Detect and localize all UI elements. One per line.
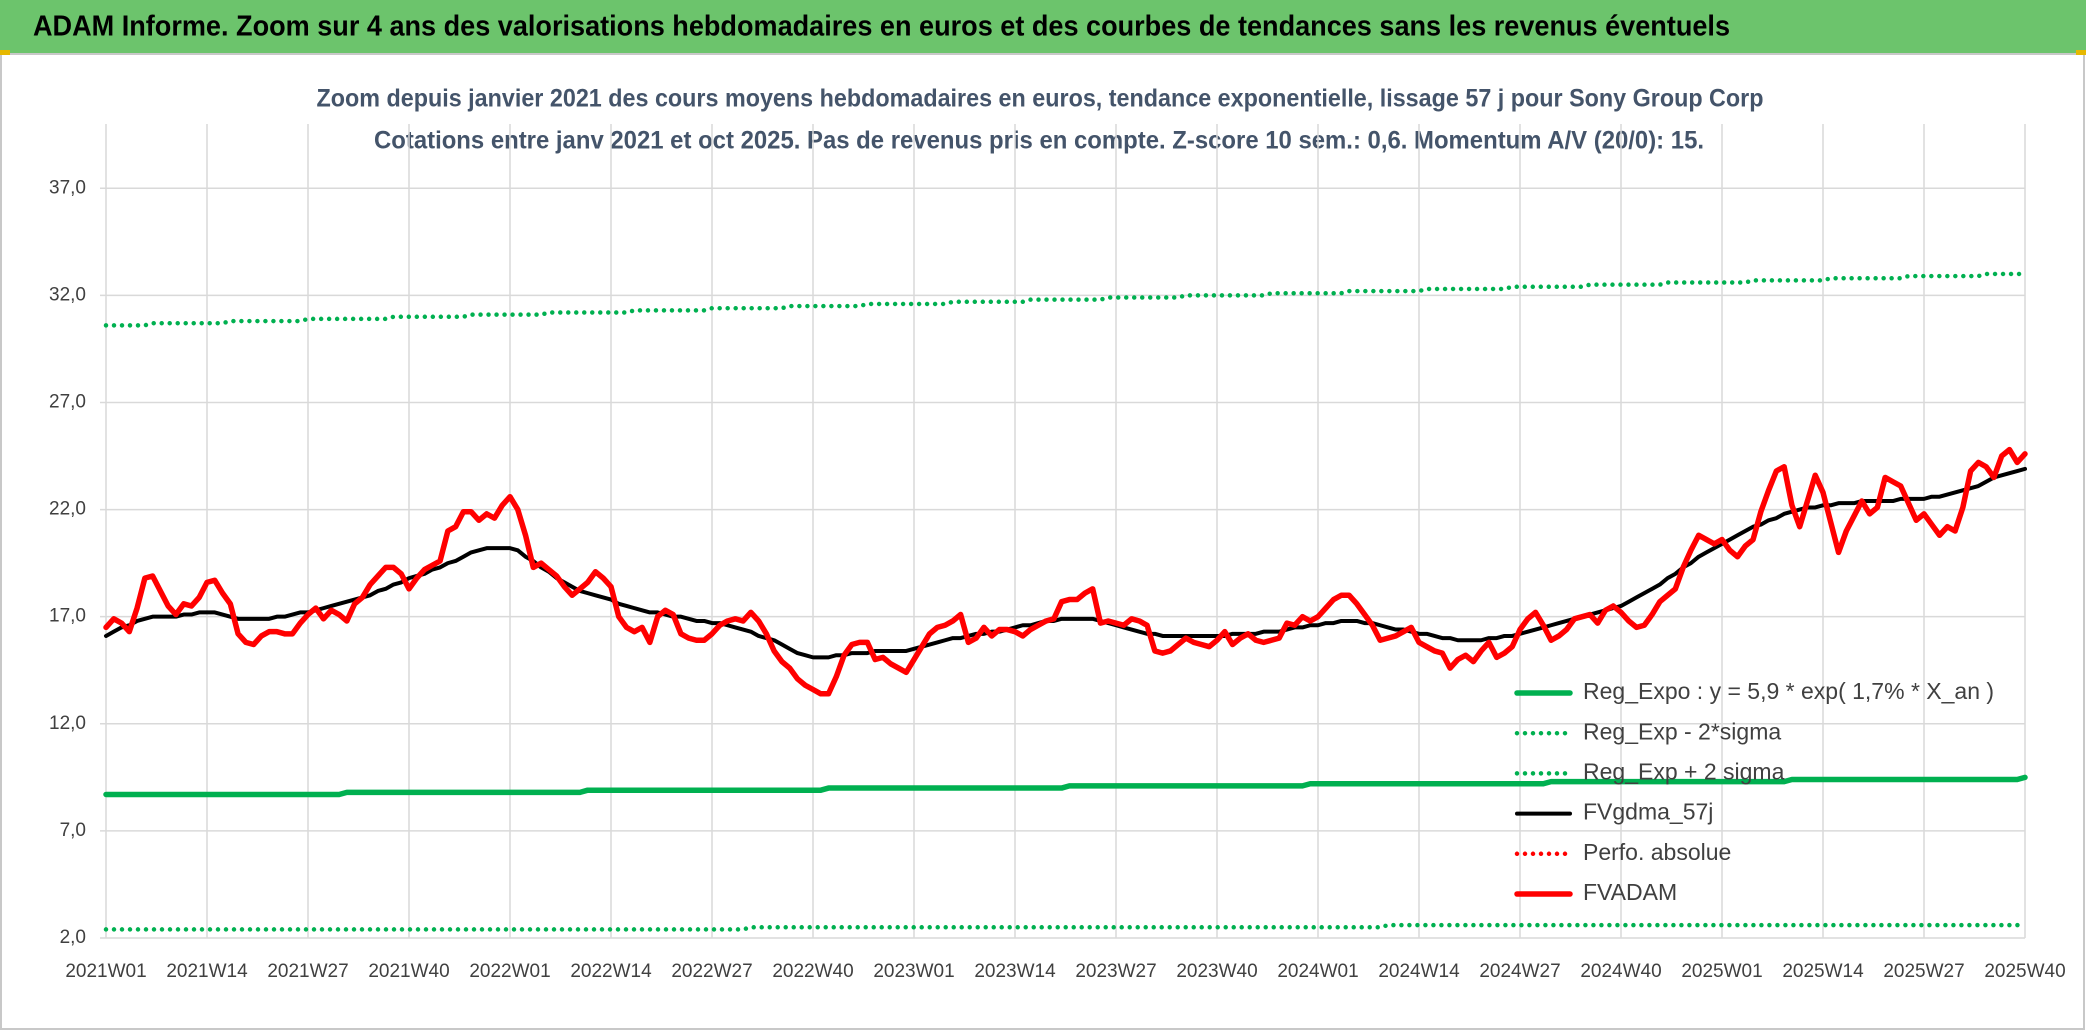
x-tick-label: 2023W27	[1075, 961, 1156, 982]
x-tick-label: 2021W27	[267, 961, 348, 982]
header-banner	[0, 0, 2086, 53]
y-tick-label: 32,0	[49, 284, 86, 305]
x-tick-label: 2025W27	[1883, 961, 1964, 982]
plot-lines	[103, 271, 2028, 932]
chart-title: Zoom depuis janvier 2021 des cours moyen…	[317, 85, 1764, 113]
legend-label: Reg_Exp - 2*sigma	[1583, 718, 1781, 744]
x-tick-label: 2025W40	[1984, 961, 2065, 982]
x-tick-label: 2022W27	[671, 961, 752, 982]
legend-label: Reg_Exp + 2 sigma	[1583, 758, 1785, 784]
x-tick-label: 2024W40	[1580, 961, 1661, 982]
series-line	[104, 466, 2027, 660]
series-line	[103, 446, 2028, 697]
x-tick-label: 2024W01	[1277, 961, 1358, 982]
y-tick-label: 12,0	[49, 713, 86, 734]
x-tick-label: 2025W01	[1681, 961, 1762, 982]
x-tick-label: 2024W14	[1378, 961, 1460, 982]
series-line	[103, 922, 2028, 932]
legend-label: Perfo. absolue	[1583, 839, 1731, 865]
series-line	[103, 271, 2028, 328]
x-tick-label: 2022W40	[772, 961, 853, 982]
chart-subtitle: Cotations entre janv 2021 et oct 2025. P…	[374, 127, 1704, 155]
header-title: ADAM Informe. Zoom sur 4 ans des valoris…	[33, 11, 1730, 43]
x-tick-label: 2021W14	[166, 961, 248, 982]
chart-frame	[0, 53, 2085, 1030]
legend-label: Reg_Expo : y = 5,9 * exp( 1,7% * X_an )	[1583, 678, 1994, 704]
y-tick-label: 22,0	[49, 499, 86, 520]
y-tick-label: 17,0	[49, 606, 86, 627]
grid: 2,0 7,0 12,0 17,0 22,0 27,0 32,0 37,0 2021W01 202…	[49, 124, 2066, 982]
y-tick-label: 27,0	[49, 391, 86, 412]
legend: Reg_Expo : y = 5,9 * exp( 1,7% * X_an ) R…	[1514, 678, 1994, 905]
x-tick-label: 2023W01	[873, 961, 954, 982]
x-tick-label: 2023W14	[974, 961, 1056, 982]
legend-label: FVADAM	[1583, 879, 1677, 905]
x-tick-label: 2022W14	[570, 961, 652, 982]
y-tick-label: 7,0	[60, 820, 86, 841]
corner-mark	[0, 50, 10, 55]
x-tick-label: 2021W01	[65, 961, 146, 982]
y-tick-label: 2,0	[60, 927, 86, 948]
x-tick-label: 2022W01	[469, 961, 550, 982]
x-tick-label: 2025W14	[1782, 961, 1864, 982]
corner-mark	[2076, 50, 2086, 55]
x-tick-label: 2021W40	[368, 961, 449, 982]
series-line	[103, 774, 2028, 798]
legend-label: FVgdma_57j	[1583, 799, 1713, 825]
x-tick-label: 2023W40	[1176, 961, 1257, 982]
x-tick-label: 2024W27	[1479, 961, 1560, 982]
y-tick-label: 37,0	[49, 177, 86, 198]
